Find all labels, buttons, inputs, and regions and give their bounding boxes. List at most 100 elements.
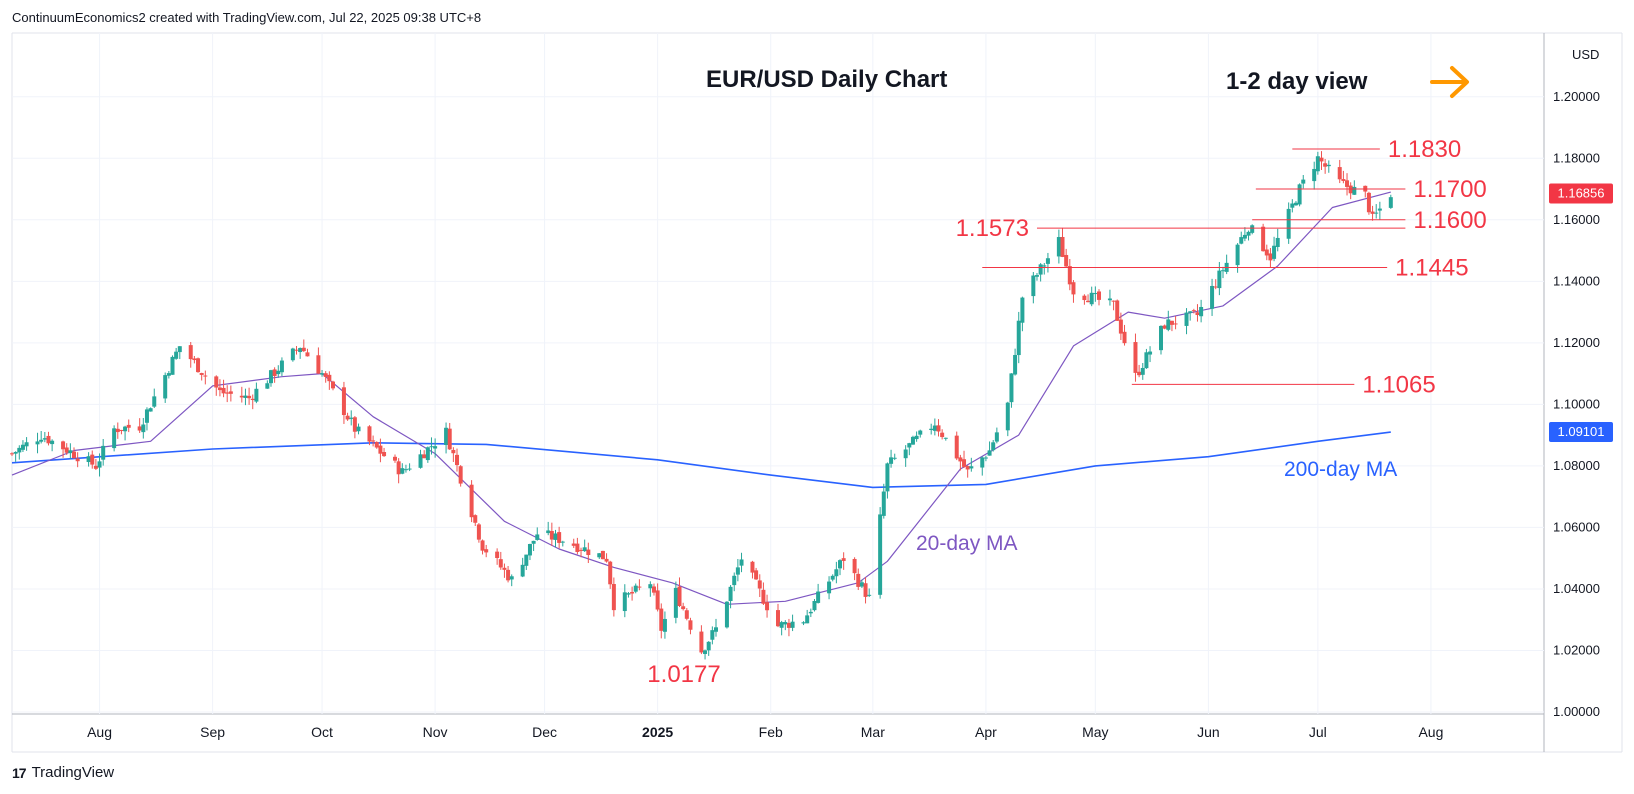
candle-body: [677, 586, 682, 606]
candle-body: [983, 457, 988, 459]
candle-body: [783, 622, 788, 625]
candle-body: [469, 484, 474, 518]
candle-body: [1148, 351, 1153, 355]
candle-body: [1235, 244, 1240, 266]
candle-body: [1293, 202, 1298, 206]
footer-branding[interactable]: 17 TradingView: [12, 764, 114, 781]
candle-body: [279, 360, 284, 373]
candle-body: [112, 428, 117, 449]
candle-body: [1173, 323, 1178, 325]
candle-body: [39, 439, 44, 442]
candle-body: [571, 543, 576, 546]
price-axis-ticks[interactable]: 1.00000 1.02000 1.04000 1.06000 1.08000 1.100…: [1553, 89, 1600, 719]
candle-body: [830, 575, 835, 580]
candle-body: [239, 395, 244, 398]
candle-body: [622, 592, 627, 612]
candle-body: [1290, 203, 1295, 208]
last-price-tag: 1.16856: [1549, 183, 1613, 204]
candle-body: [885, 463, 890, 492]
candle-body: [243, 395, 248, 398]
candle-body: [1370, 211, 1375, 214]
time-tick-label: Jul: [1309, 724, 1327, 740]
time-axis-ticks[interactable]: Aug Sep Oct Nov Dec 2025 Feb Mar Apr May Jun Jul Aug: [87, 724, 1443, 740]
candle-body: [254, 388, 259, 402]
candle-body: [1337, 167, 1342, 180]
candle-body: [706, 641, 711, 651]
candle-body: [1374, 212, 1379, 214]
candle-body: [681, 606, 686, 610]
tradingview-logo-icon: 17: [12, 764, 27, 781]
candle-body: [907, 443, 912, 448]
candle-body: [473, 515, 478, 523]
candle-body: [1272, 245, 1277, 259]
candle-body: [192, 358, 197, 361]
candle-body: [728, 586, 733, 602]
candle-body: [61, 441, 66, 450]
candle-body: [776, 610, 780, 627]
candle-body: [294, 349, 299, 351]
candle-body: [1250, 225, 1255, 233]
candle-body: [400, 468, 405, 474]
candle-body: [382, 452, 387, 457]
candle-body: [1312, 168, 1317, 182]
candle-body: [1184, 312, 1189, 326]
candle-body: [611, 584, 616, 611]
candle-body: [524, 554, 529, 566]
level-label: 1.1700: [1413, 176, 1486, 203]
candle-body: [713, 627, 718, 632]
low-price-label: 1.0177: [647, 661, 720, 688]
candle-body: [1261, 226, 1266, 252]
candle-body: [444, 427, 449, 446]
candle-body: [936, 425, 941, 432]
candle-body: [648, 584, 653, 589]
last-price-value: 1.16856: [1558, 185, 1605, 200]
time-tick-label: Feb: [759, 724, 783, 740]
candle-body: [506, 569, 511, 581]
candle-body: [1286, 208, 1291, 239]
candle-body: [1345, 180, 1350, 187]
candle-body: [320, 373, 325, 375]
support-resistance-levels: 1.1830 1.1700 1.1600 1.1573 1.1445 1.1065: [956, 136, 1487, 398]
candle-body: [268, 370, 273, 384]
candle-body: [458, 466, 463, 484]
candle-body: [422, 454, 427, 459]
candle-body: [1016, 320, 1021, 356]
candle-body: [1133, 342, 1138, 373]
time-tick-label: Oct: [311, 724, 333, 740]
candle-body: [969, 466, 974, 469]
candle-body: [527, 543, 532, 556]
candle-body: [115, 428, 120, 433]
candle-body: [509, 576, 514, 580]
candle-body: [560, 541, 565, 543]
price-tick-label: 1.10000: [1553, 396, 1600, 411]
candle-body: [367, 426, 372, 442]
candle-body: [24, 442, 29, 447]
candle-body: [68, 450, 73, 454]
candle-body: [834, 569, 839, 577]
price-tick-label: 1.04000: [1553, 581, 1600, 596]
candle-body: [451, 449, 456, 454]
candle-body: [520, 564, 525, 577]
candle-body: [1377, 208, 1382, 211]
candle-body: [495, 551, 500, 558]
ma20-line: [11, 191, 1391, 605]
candle-body: [801, 622, 806, 624]
candle-body: [867, 594, 872, 596]
candle-body: [1042, 265, 1047, 267]
candle-body: [137, 426, 142, 431]
candle-body: [46, 435, 51, 444]
candle-body: [1038, 264, 1043, 275]
candle-body: [1221, 270, 1226, 272]
candle-body: [651, 586, 656, 593]
candle-body: [790, 621, 795, 628]
candle-body: [1140, 367, 1145, 375]
level-label: 1.1830: [1388, 136, 1461, 163]
candle-body: [586, 549, 591, 556]
candle-body: [1034, 275, 1039, 277]
candle-body: [93, 465, 98, 469]
candle-body: [484, 549, 489, 553]
candle-body: [943, 437, 948, 439]
ma200-line: [11, 431, 1391, 489]
candle-body: [1352, 186, 1357, 195]
